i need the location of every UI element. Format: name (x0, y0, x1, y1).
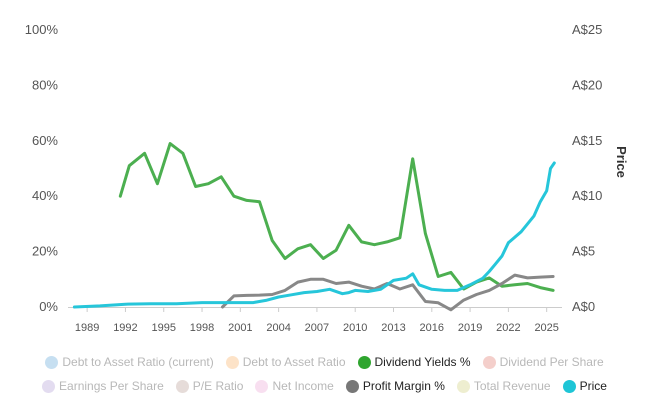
legend: Debt to Asset Ratio (current) Debt to Ass… (0, 350, 649, 398)
legend-label: Dividend Per Share (499, 355, 604, 369)
legend-item-profit-margin[interactable]: Profit Margin % (345, 379, 445, 393)
legend-marker-icon (345, 379, 359, 393)
legend-item-dividend-per-share[interactable]: Dividend Per Share (482, 355, 604, 369)
y-right-tick: A$10 (572, 188, 602, 203)
x-tick-label: 1992 (113, 322, 137, 334)
legend-marker-icon (45, 355, 59, 369)
legend-item-p-e-ratio[interactable]: P/E Ratio (175, 379, 244, 393)
y-right-tick: A$25 (572, 22, 602, 37)
legend-marker-icon (562, 379, 576, 393)
series-line-price (72, 161, 556, 309)
x-tick-label: 2007 (305, 322, 329, 334)
legend-marker-icon (255, 379, 269, 393)
y-left-tick: 80% (32, 77, 58, 92)
x-tick-label: 2019 (458, 322, 482, 334)
series-line-profit-margin (221, 273, 555, 312)
x-tick-label: 2010 (343, 322, 367, 334)
legend-label: Debt to Asset Ratio (current) (62, 355, 214, 369)
y-left-tick: 0% (39, 299, 58, 314)
legend-row: Earnings Per Share P/E Ratio Net Income Pro… (0, 374, 649, 398)
legend-label: Earnings Per Share (59, 379, 164, 393)
x-tick-label: 2004 (266, 322, 290, 334)
x-tick-label: 2025 (534, 322, 558, 334)
y-right-tick: A$0 (572, 299, 595, 314)
legend-marker-icon (456, 379, 470, 393)
x-axis: 1989 1992 1995 1998 2001 2004 2007 2010 2013 2016… (68, 307, 562, 334)
x-tick-label: 1998 (190, 322, 214, 334)
legend-marker-icon (175, 379, 189, 393)
legend-marker-icon (225, 355, 239, 369)
legend-label: Dividend Yields % (374, 355, 471, 369)
legend-marker-icon (42, 379, 56, 393)
y-right-tick: A$20 (572, 77, 602, 92)
x-tick-label: 2016 (420, 322, 444, 334)
y-axis-left: 0% 20% 40% 60% 80% 100% (25, 22, 59, 314)
legend-marker-icon (482, 355, 496, 369)
y-right-tick: A$15 (572, 133, 602, 148)
chart: 0% 20% 40% 60% 80% 100% A$0 A$5 A$10 A$15 A$20 A$2… (25, 22, 629, 334)
x-tick-label: 2022 (496, 322, 520, 334)
legend-item-dividend-yields[interactable]: Dividend Yields % (357, 355, 471, 369)
legend-item-debt-to-asset-ratio[interactable]: Debt to Asset Ratio (225, 355, 346, 369)
series-layer (72, 142, 556, 312)
legend-label: Profit Margin % (362, 379, 445, 393)
legend-item-price[interactable]: Price (562, 379, 607, 393)
y-left-tick: 60% (32, 133, 58, 148)
legend-label: Net Income (272, 379, 334, 393)
legend-row: Debt to Asset Ratio (current) Debt to Ass… (0, 350, 649, 374)
y-right-tick: A$5 (572, 244, 595, 259)
y-left-tick: 20% (32, 244, 58, 259)
legend-label: Price (579, 379, 607, 393)
series-line-dividend-yields (118, 142, 555, 292)
legend-label: P/E Ratio (192, 379, 244, 393)
legend-item-net-income[interactable]: Net Income (255, 379, 334, 393)
y-axis-right: A$0 A$5 A$10 A$15 A$20 A$25 (572, 22, 602, 314)
legend-label: Total Revenue (473, 379, 551, 393)
legend-item-earnings-per-share[interactable]: Earnings Per Share (42, 379, 164, 393)
legend-item-debt-to-asset-ratio-current[interactable]: Debt to Asset Ratio (current) (45, 355, 214, 369)
y-left-tick: 100% (25, 22, 59, 37)
x-tick-label: 2001 (228, 322, 252, 334)
legend-marker-icon (357, 355, 371, 369)
x-tick-label: 1995 (151, 322, 175, 334)
y-left-tick: 40% (32, 188, 58, 203)
legend-label: Debt to Asset Ratio (242, 355, 346, 369)
x-tick-label: 2013 (381, 322, 405, 334)
legend-item-total-revenue[interactable]: Total Revenue (456, 379, 551, 393)
y-axis-right-title: Price (614, 146, 629, 178)
x-tick-label: 1989 (75, 322, 99, 334)
